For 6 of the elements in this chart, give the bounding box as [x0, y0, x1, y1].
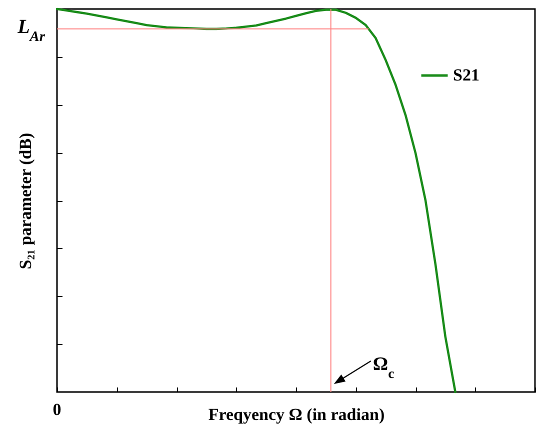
- x-axis-title: Freqyency Ω (in radian): [208, 405, 385, 424]
- annotation: Ω$_{c}$: [372, 354, 394, 380]
- y-axis-title: S₂₁ parameter (dB): [16, 132, 35, 270]
- legend-label: S21: [453, 66, 480, 84]
- text: 0: [52, 400, 62, 419]
- ref-line-label: L$_{Ar}$: [16, 16, 46, 45]
